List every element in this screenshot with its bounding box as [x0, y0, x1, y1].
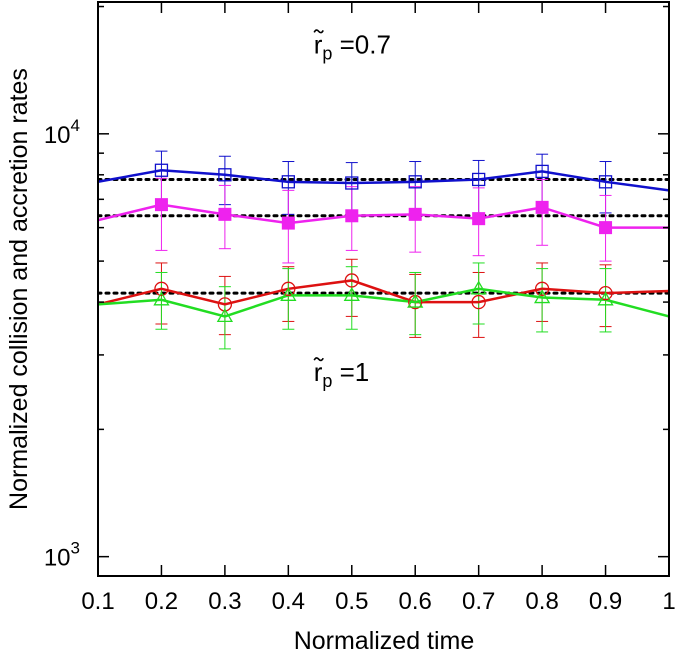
error-bar	[155, 177, 168, 251]
data-point	[472, 212, 486, 226]
x-axis-title: Normalized time	[294, 627, 475, 655]
x-tick-label: 1	[662, 588, 675, 615]
data-point	[217, 297, 233, 312]
series-line-red-open-circle	[98, 279, 669, 306]
data-point	[472, 172, 486, 187]
data-point	[343, 287, 360, 301]
data-point	[344, 273, 359, 288]
data-point	[407, 293, 424, 308]
x-tick-label: 0.5	[335, 588, 368, 615]
data-point	[154, 163, 169, 177]
annotation: rp =1	[314, 357, 370, 391]
data-point	[154, 198, 168, 212]
data-point	[598, 285, 613, 301]
series-line-magenta-filled-square	[98, 203, 669, 229]
data-point	[281, 216, 295, 230]
annotation: rp =0.7	[314, 29, 391, 63]
tilde-mark	[313, 29, 324, 34]
error-bar	[409, 271, 422, 336]
series-line-green-open-triangle	[98, 287, 669, 318]
data-point	[345, 209, 359, 223]
data-point	[154, 281, 169, 296]
error-bar	[218, 286, 231, 350]
data-point	[280, 287, 297, 301]
data-point	[218, 207, 232, 221]
data-point	[281, 175, 295, 189]
data-point	[471, 294, 486, 310]
tilde-mark	[313, 357, 324, 362]
data-point	[408, 175, 422, 189]
error-bar	[282, 268, 295, 330]
x-tick-label: 0.7	[462, 588, 495, 615]
error-bar	[536, 268, 549, 333]
x-tick-label: 0.6	[399, 588, 432, 615]
data-point	[345, 176, 359, 190]
y-tick-label: 104	[44, 116, 80, 149]
error-bar	[345, 266, 358, 330]
x-tick-label: 0.1	[81, 588, 114, 615]
data-point	[534, 281, 550, 296]
data-point	[216, 308, 234, 323]
data-point	[598, 175, 613, 189]
y-tick-label: 103	[44, 539, 80, 572]
data-point	[408, 207, 422, 221]
x-tick-label: 0.8	[525, 588, 558, 615]
data-point	[535, 200, 549, 214]
data-point	[535, 164, 549, 179]
x-tick-label: 0.3	[208, 588, 241, 615]
data-point	[599, 221, 613, 235]
x-tick-label: 0.2	[145, 588, 178, 615]
y-axis-title: Normalized collision and accretion rates	[5, 68, 33, 510]
x-tick-label: 0.9	[589, 588, 622, 615]
series-line-blue-open-square	[98, 169, 669, 192]
data-point	[281, 281, 296, 296]
x-tick-label: 0.4	[272, 588, 305, 615]
data-point	[533, 289, 551, 304]
data-point	[218, 168, 232, 182]
plot-frame	[97, 1, 670, 577]
data-point	[597, 291, 614, 306]
data-point	[153, 291, 170, 306]
data-point	[470, 280, 487, 295]
